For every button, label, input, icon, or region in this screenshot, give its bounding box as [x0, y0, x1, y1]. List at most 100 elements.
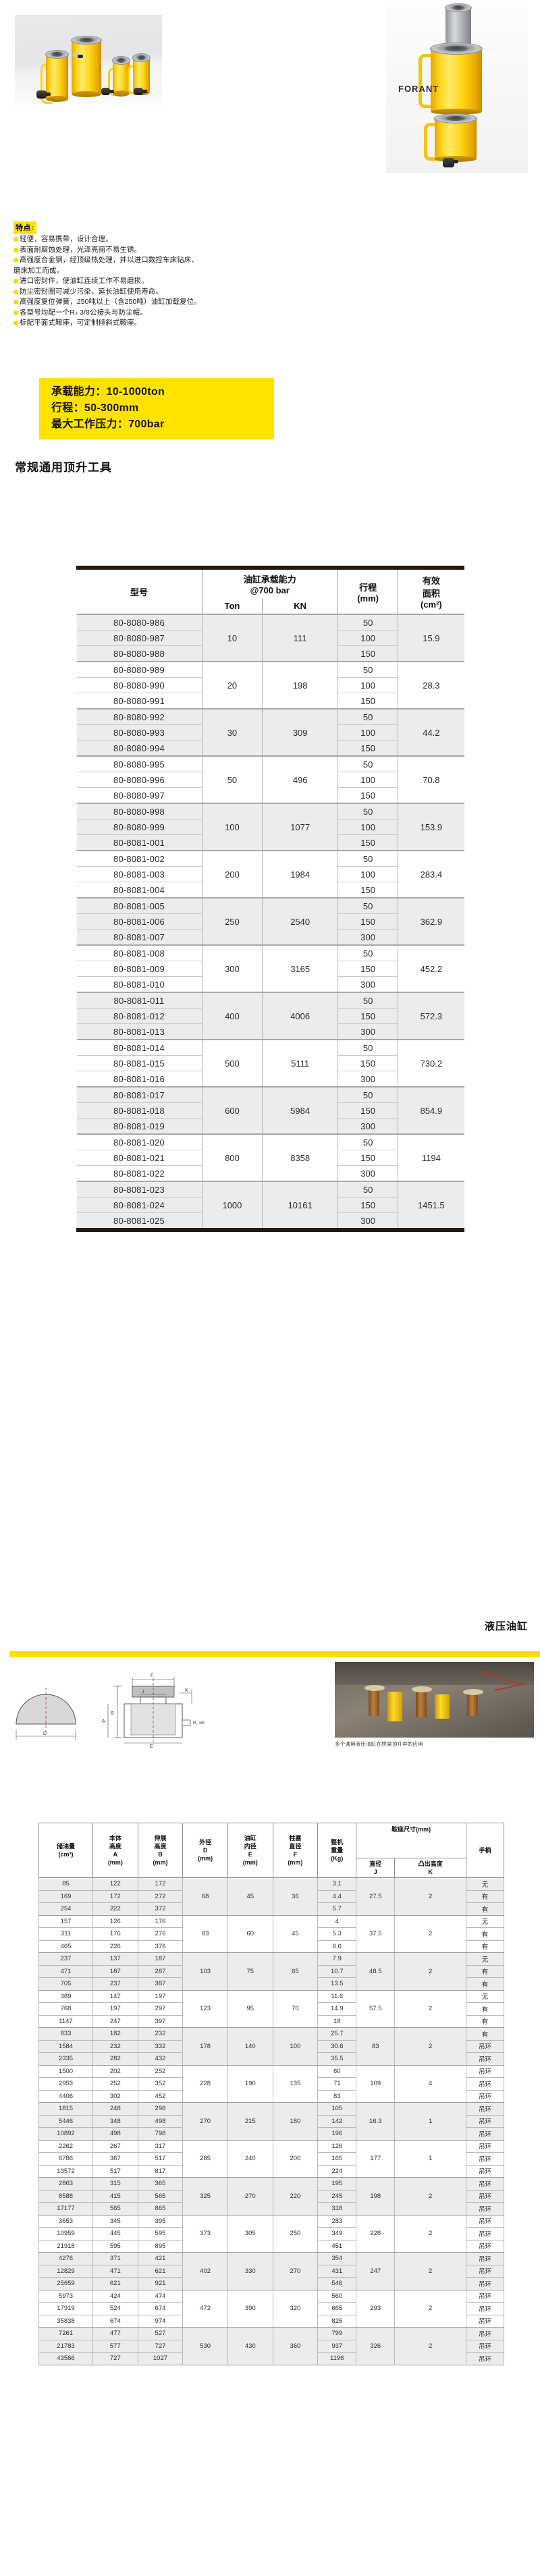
cell-handle: 吊环 — [465, 2352, 505, 2365]
cell-bore-e: 60 — [227, 1914, 273, 1953]
cell-saddle-j: 177 — [356, 2139, 396, 2178]
cell-stroke: 50 — [337, 992, 399, 1009]
cell-area: 1194 — [398, 1133, 464, 1182]
cell-handle: 吊环 — [465, 2139, 505, 2153]
table-row: 12829 471 621 431 吊环 — [38, 2264, 505, 2278]
feature-item: 进口密封件，使油缸连续工作不易磨损。 — [14, 276, 324, 287]
cell-handle: 有 — [465, 1939, 505, 1953]
th-model: 型号 — [76, 570, 202, 614]
cell-handle: 吊环 — [465, 2152, 505, 2166]
cell-oil: 5973 — [38, 2289, 93, 2303]
cell-stroke: 100 — [337, 866, 399, 882]
table-row: 311 176 276 5.3 有 — [38, 1927, 505, 1941]
th2-a-l3: A — [113, 1851, 118, 1858]
cell-weight: 6.6 — [317, 1939, 357, 1953]
subsection-title: 液压油缸 — [484, 1621, 528, 1632]
cell-handle: 有 — [465, 1889, 505, 1903]
product-photo-single: FORANT — [386, 3, 528, 173]
cell-height-b: 332 — [137, 2039, 184, 2053]
cell-height-b: 272 — [137, 1889, 184, 1903]
table-row: 80-8080-993 100 — [76, 724, 464, 741]
cell-height-a: 727 — [92, 2352, 138, 2365]
cell-weight: 7.9 — [317, 1952, 357, 1966]
cell-weight: 4.4 — [317, 1889, 357, 1903]
th2-weight-l2: 重量 — [331, 1847, 344, 1854]
cell-handle: 有 — [465, 2014, 505, 2028]
features-title: 特点: — [14, 221, 37, 234]
th2-oil: 储油量 (cm³) — [38, 1823, 93, 1878]
cell-height-a: 367 — [92, 2152, 138, 2166]
cell-model: 80-8080-986 — [76, 614, 202, 630]
th2-f-l1: 柱塞 — [289, 1835, 302, 1842]
cell-stroke: 300 — [337, 1165, 399, 1182]
cell-piston-f: 180 — [272, 2102, 319, 2141]
cell-height-a: 172 — [92, 1889, 138, 1903]
cell-model: 80-8081-001 — [76, 834, 202, 851]
cell-handle: 有 — [465, 1964, 505, 1978]
cell-oil: 25659 — [38, 2277, 93, 2290]
table-row: 1500 202 252 228 190 135 60 109 4 吊环 — [38, 2064, 505, 2103]
cell-height-a: 147 — [92, 1989, 138, 2003]
table-row: 80-8080-992 30 309 50 44.2 — [76, 708, 464, 757]
table-row: 157 126 176 83 60 45 4 37.5 2 无 — [38, 1914, 505, 1953]
cell-saddle-k: 2 — [394, 2177, 466, 2216]
cell-oil: 21783 — [38, 2339, 93, 2353]
cell-height-b: 276 — [137, 1927, 184, 1941]
cell-ton: 250 — [201, 897, 263, 946]
th2-f-l4: (mm) — [288, 1859, 303, 1866]
th2-handle: 手柄 — [465, 1823, 505, 1878]
feature-item: 高强度复位弹簧，250吨以上（含250吨）油缸加载复位。 — [14, 297, 324, 308]
spec-stroke: 行程：50-300mm — [51, 402, 139, 414]
cell-height-a: 348 — [92, 2114, 138, 2128]
cell-handle: 有 — [465, 2027, 505, 2041]
table-row: 1584 232 332 30.6 吊环 — [38, 2039, 505, 2053]
cell-height-a: 232 — [92, 2039, 138, 2053]
th2-weight-l3: (Kg) — [331, 1855, 344, 1862]
dimension-table-body: 85 122 172 68 45 36 3.1 27.5 2 无 169 172 272 4.4 有 254 2… — [38, 1877, 505, 2365]
table-row: 5446 348 498 142 吊环 — [38, 2114, 505, 2128]
cell-oil: 389 — [38, 1989, 93, 2003]
cell-oil: 1815 — [38, 2102, 93, 2116]
cell-stroke: 50 — [337, 897, 399, 914]
photo-disc-3 — [463, 1689, 483, 1695]
cell-height-a: 222 — [92, 1902, 138, 1916]
cell-stroke: 300 — [337, 1071, 399, 1088]
cell-area: 362.9 — [398, 897, 464, 946]
cell-stroke: 150 — [337, 1197, 399, 1213]
cell-height-b: 474 — [137, 2289, 184, 2303]
cell-area: 854.9 — [398, 1086, 464, 1135]
cell-height-a: 415 — [92, 2189, 138, 2203]
cell-height-b: 895 — [137, 2239, 184, 2253]
cell-height-a: 315 — [92, 2177, 138, 2191]
cell-weight: 25.7 — [317, 2027, 357, 2041]
cell-height-a: 302 — [92, 2089, 138, 2103]
th2-a-l1: 本体 — [109, 1835, 122, 1842]
table-row: 80-8081-011 400 4006 50 572.3 — [76, 992, 464, 1040]
svg-text:R₂ 3/8: R₂ 3/8 — [193, 1721, 205, 1725]
cell-stroke: 50 — [337, 661, 399, 678]
cell-model: 80-8080-987 — [76, 630, 202, 646]
cell-handle: 吊环 — [465, 2277, 505, 2290]
cell-saddle-k: 2 — [394, 1877, 466, 1916]
cell-saddle-k: 2 — [394, 2327, 466, 2365]
th2-b-l1: 伸展 — [154, 1835, 167, 1842]
cell-oil: 4406 — [38, 2089, 93, 2103]
cell-stroke: 300 — [337, 929, 399, 946]
cell-handle: 吊环 — [465, 2189, 505, 2203]
cylinder-left — [45, 50, 69, 102]
cell-stroke: 150 — [337, 787, 399, 804]
table-row: 80-8080-989 20 198 50 28.3 — [76, 661, 464, 709]
cell-height-a: 267 — [92, 2139, 138, 2153]
cell-bore-e: 390 — [227, 2289, 273, 2328]
cell-oil: 6786 — [38, 2152, 93, 2166]
cell-weight: 196 — [317, 2127, 357, 2141]
cell-saddle-j: 27.5 — [356, 1877, 396, 1916]
cell-height-a: 187 — [92, 1964, 138, 1978]
cell-piston-f: 135 — [272, 2064, 319, 2103]
cell-model: 80-8081-020 — [76, 1133, 202, 1150]
cell-model: 80-8081-021 — [76, 1150, 202, 1166]
table-row: 8588 415 565 245 吊环 — [38, 2189, 505, 2203]
cell-height-a: 517 — [92, 2164, 138, 2178]
cell-height-b: 317 — [137, 2139, 184, 2153]
cell-kn: 3165 — [262, 944, 338, 993]
